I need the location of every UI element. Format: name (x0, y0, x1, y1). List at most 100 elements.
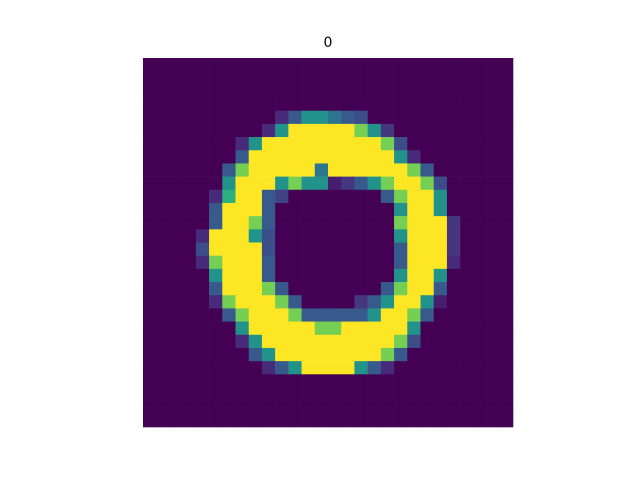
cell (460, 268, 474, 283)
cell (314, 137, 329, 151)
cell (486, 374, 501, 388)
cell (367, 295, 382, 309)
cell (182, 255, 197, 270)
cell (486, 347, 501, 362)
cell (169, 163, 183, 177)
cell (288, 58, 302, 72)
cell (314, 374, 329, 388)
cell (354, 123, 368, 138)
cell (301, 202, 316, 217)
cell (328, 347, 342, 362)
cell (314, 347, 329, 362)
cell (143, 321, 157, 336)
cell (248, 97, 263, 112)
cell (301, 255, 316, 270)
cell (341, 176, 355, 191)
cell (446, 163, 461, 177)
cell (380, 268, 395, 283)
cell (261, 413, 276, 428)
cell (486, 308, 501, 322)
cell (143, 242, 157, 256)
cell (446, 334, 461, 349)
cell (248, 268, 263, 283)
cell (367, 123, 382, 138)
cell (143, 110, 157, 125)
cell (314, 295, 329, 309)
cell (261, 71, 276, 85)
cell (446, 413, 461, 428)
cell (301, 347, 316, 362)
cell (143, 413, 157, 428)
cell (354, 295, 368, 309)
cell (354, 97, 368, 112)
cell (420, 71, 435, 85)
cell (407, 110, 421, 125)
cell (143, 176, 157, 191)
cell (328, 110, 342, 125)
cell (499, 413, 514, 428)
cell (433, 400, 448, 415)
cell (420, 347, 435, 362)
cell (407, 374, 421, 388)
cell (182, 282, 197, 296)
cell (380, 242, 395, 256)
cell (195, 242, 210, 256)
cell (301, 374, 316, 388)
cell (486, 137, 501, 151)
cell (275, 321, 289, 336)
cell (341, 229, 355, 243)
cell (143, 255, 157, 270)
cell (288, 189, 302, 204)
cell (275, 137, 289, 151)
cell (499, 110, 514, 125)
cell (473, 150, 487, 164)
cell (314, 413, 329, 428)
cell (407, 202, 421, 217)
cell (473, 413, 487, 428)
cell (341, 163, 355, 177)
cell (446, 216, 461, 230)
cell (301, 400, 316, 415)
cell (235, 347, 250, 362)
cell (433, 387, 448, 401)
cell (195, 347, 210, 362)
cell (195, 176, 210, 191)
cell (380, 282, 395, 296)
cell (446, 268, 461, 283)
cell (248, 282, 263, 296)
cell (261, 163, 276, 177)
cell (499, 84, 514, 98)
cell (195, 163, 210, 177)
cell (275, 150, 289, 164)
cell (499, 334, 514, 349)
cell (486, 387, 501, 401)
cell (235, 176, 250, 191)
cell (460, 374, 474, 388)
cell (195, 308, 210, 322)
cell (380, 361, 395, 375)
cell (473, 334, 487, 349)
cell (261, 308, 276, 322)
cell (235, 321, 250, 336)
cell (261, 137, 276, 151)
cell (367, 58, 382, 72)
cell (486, 123, 501, 138)
cell (235, 387, 250, 401)
cell (446, 189, 461, 204)
cell (341, 137, 355, 151)
cell (156, 347, 170, 362)
cell (420, 361, 435, 375)
cell (222, 282, 236, 296)
cell (473, 176, 487, 191)
cell (195, 137, 210, 151)
cell (288, 163, 302, 177)
cell (499, 71, 514, 85)
cell (261, 374, 276, 388)
cell (354, 189, 368, 204)
cell (169, 308, 183, 322)
cell (288, 150, 302, 164)
cell (328, 189, 342, 204)
cell (288, 97, 302, 112)
cell (460, 84, 474, 98)
cell (394, 242, 408, 256)
